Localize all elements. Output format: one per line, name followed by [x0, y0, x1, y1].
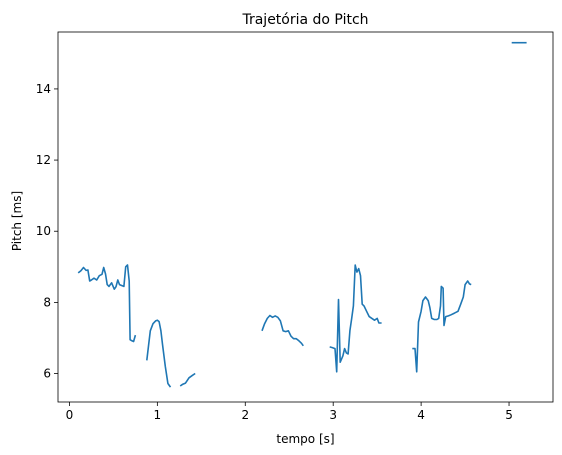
y-tick-label: 14 — [36, 82, 51, 96]
series-lines — [77, 41, 527, 388]
pitch-line-segment — [179, 372, 196, 387]
x-tick-label: 2 — [241, 408, 249, 422]
y-tick-label: 8 — [43, 295, 51, 309]
chart-title: Trajetória do Pitch — [241, 12, 368, 28]
x-tick-label: 1 — [154, 408, 162, 422]
x-tick-label: 5 — [505, 408, 513, 422]
y-axis-label: Pitch [ms] — [10, 191, 24, 251]
pitch-line-segment — [261, 314, 304, 347]
pitch-line-segment — [412, 280, 472, 373]
pitch-line-segment — [77, 264, 137, 343]
plot-area — [57, 31, 554, 403]
x-tick-label: 0 — [66, 408, 74, 422]
y-tick-label: 10 — [36, 224, 51, 238]
x-tick-label: 3 — [329, 408, 337, 422]
pitch-line-segment — [146, 319, 172, 388]
y-tick-label: 12 — [36, 153, 51, 167]
x-tick-label: 4 — [417, 408, 425, 422]
y-tick-label: 6 — [43, 367, 51, 381]
x-axis: 0 1 2 3 4 5 — [66, 402, 513, 422]
pitch-line-segment — [329, 264, 382, 373]
x-axis-label: tempo [s] — [276, 432, 334, 446]
y-axis: 6 8 10 12 14 — [36, 82, 58, 381]
